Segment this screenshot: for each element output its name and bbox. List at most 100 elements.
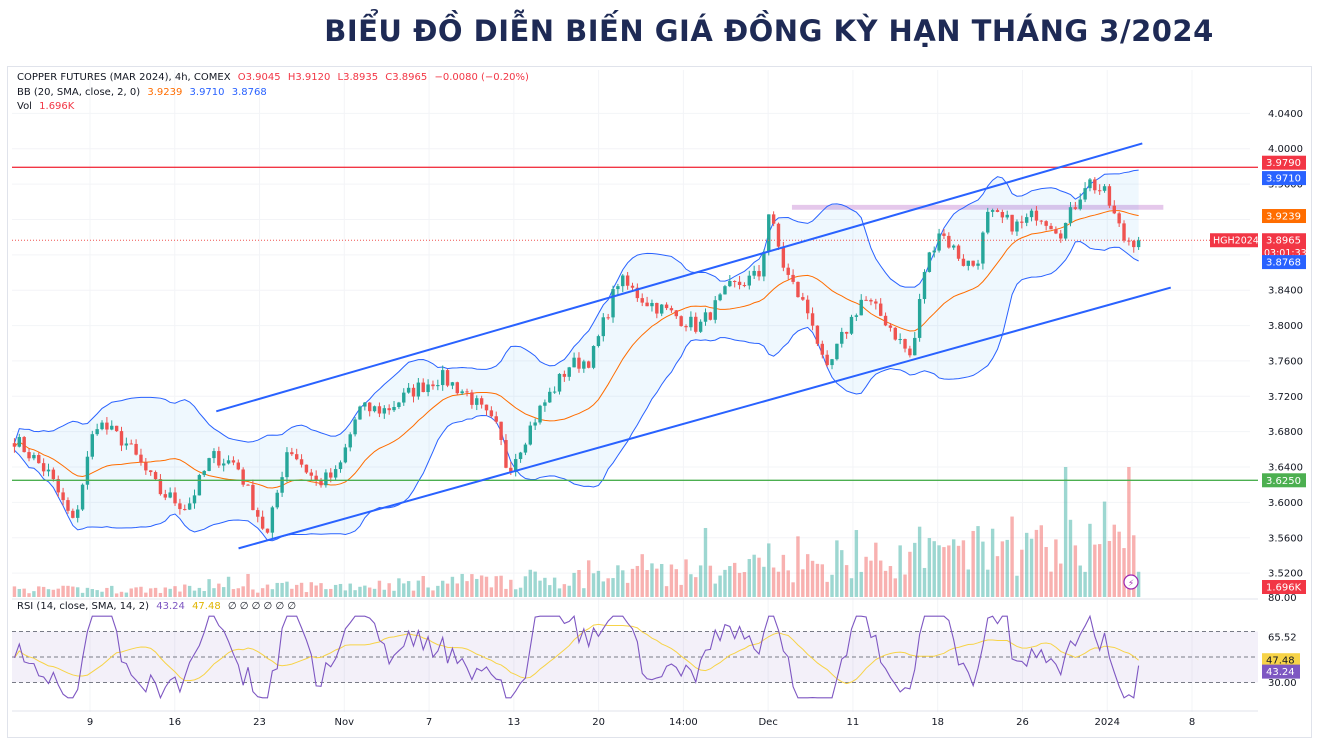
candle-body — [265, 528, 270, 533]
volume-bar — [708, 565, 713, 597]
volume-bar — [41, 586, 46, 597]
candle-body — [1015, 221, 1019, 232]
candle-body — [995, 210, 1000, 212]
candle-body — [299, 459, 304, 465]
candle-body — [1132, 240, 1136, 248]
volume-bar — [61, 585, 65, 597]
legend-high: H3.9120 — [287, 72, 331, 83]
candle-body — [659, 304, 664, 314]
candle-body — [1127, 240, 1131, 242]
candle-body — [874, 301, 878, 304]
candle-body — [548, 391, 552, 403]
volume-bar — [737, 572, 742, 597]
candle-body — [513, 459, 518, 473]
candle-body — [148, 470, 153, 473]
volume-bar — [192, 590, 197, 597]
candle-body — [353, 419, 357, 435]
candle-body — [114, 425, 119, 432]
volume-bar — [951, 539, 956, 597]
volume-bar — [513, 589, 518, 597]
volume-bar — [995, 556, 1000, 597]
volume-bar — [1015, 575, 1019, 597]
rsi-tag-bg — [1262, 664, 1300, 679]
supply-zone — [791, 204, 1164, 210]
candle-body — [864, 299, 868, 301]
support-tag: 3.6250 — [1266, 476, 1301, 487]
volume-bar — [961, 540, 966, 597]
candle-body — [436, 385, 440, 387]
volume-bar — [358, 586, 362, 597]
candle-body — [937, 233, 941, 251]
y-tick-label: 3.7600 — [1268, 356, 1303, 367]
candle-body — [129, 443, 133, 445]
volume-bar — [377, 580, 382, 597]
volume-bar — [270, 589, 275, 597]
volume-bar — [32, 591, 36, 597]
candle-body — [986, 211, 990, 233]
volume-bar — [22, 588, 26, 597]
candle-body — [1029, 210, 1034, 218]
volume-bar — [621, 570, 625, 597]
volume-bar — [971, 530, 975, 597]
candle-body — [153, 472, 158, 480]
volume-bar — [835, 540, 839, 597]
volume-bar — [528, 569, 532, 597]
volume-bar — [917, 526, 922, 597]
candle-body — [212, 451, 216, 459]
volume-bar — [363, 585, 367, 597]
candle-body — [66, 500, 70, 511]
candle-body — [703, 312, 708, 322]
volume-bar — [1000, 541, 1005, 597]
candle-body — [241, 469, 245, 485]
legend-vol: Vol 1.696K — [17, 101, 78, 112]
volume-bar — [397, 578, 401, 597]
volume-bar — [791, 582, 795, 597]
candle-body — [411, 387, 416, 397]
legend-bb-upper: 3.9710 — [189, 87, 225, 98]
candle-body — [1039, 220, 1043, 222]
x-tick-label: 14:00 — [669, 717, 698, 728]
volume-bar — [776, 571, 781, 597]
volume-bar — [606, 578, 610, 597]
volume-bar — [742, 572, 747, 597]
volume-bar — [304, 592, 309, 597]
volume-bar — [562, 584, 567, 597]
volume-bar — [830, 574, 834, 597]
volume-bar — [543, 577, 547, 597]
candle-body — [523, 444, 528, 453]
candle-body — [903, 339, 907, 349]
volume-bar — [659, 563, 664, 597]
volume-bar — [810, 560, 815, 597]
volume-bar — [888, 566, 893, 597]
volume-bar — [494, 576, 498, 597]
candle-body — [708, 312, 713, 320]
candle-body — [324, 472, 328, 486]
legend-vol-value: 1.696K — [39, 101, 75, 112]
volume-bar — [635, 565, 640, 597]
candle-body — [202, 470, 206, 476]
volume-bar — [762, 566, 766, 597]
volume-bar — [329, 588, 333, 597]
candle-body — [217, 451, 221, 466]
candle-body — [397, 402, 401, 407]
candle-body — [917, 299, 922, 338]
candle-body — [650, 302, 654, 307]
candle-body — [1107, 186, 1112, 206]
candle-body — [392, 406, 396, 411]
volume-bar — [124, 592, 129, 597]
volume-bar — [844, 565, 849, 597]
volume-bar — [367, 587, 372, 597]
candle-body — [801, 297, 805, 300]
candle-body — [552, 391, 557, 393]
candle-body — [971, 260, 975, 266]
volume-bar — [406, 581, 411, 597]
legend-bb-label: BB (20, SMA, close, 2, 0) — [17, 87, 141, 98]
volume-bar — [703, 527, 708, 597]
candle-body — [494, 416, 498, 422]
candle-body — [231, 460, 236, 463]
volume-bar — [197, 587, 202, 597]
volume-bar — [728, 566, 732, 597]
x-tick-label: 8 — [1189, 717, 1195, 728]
volume-bar — [324, 589, 328, 597]
